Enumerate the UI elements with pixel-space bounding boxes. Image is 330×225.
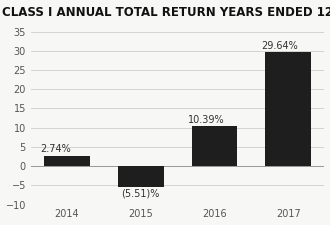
Text: 10.39%: 10.39% — [188, 115, 225, 125]
Text: 2.74%: 2.74% — [41, 144, 71, 154]
Text: (5.51)%: (5.51)% — [121, 189, 160, 199]
Text: 29.64%: 29.64% — [262, 41, 298, 51]
Title: CLASS I ANNUAL TOTAL RETURN YEARS ENDED 12/31: CLASS I ANNUAL TOTAL RETURN YEARS ENDED … — [2, 6, 330, 18]
Bar — [265, 52, 311, 166]
Bar — [118, 166, 164, 187]
Bar — [192, 126, 237, 166]
Bar — [44, 156, 90, 166]
